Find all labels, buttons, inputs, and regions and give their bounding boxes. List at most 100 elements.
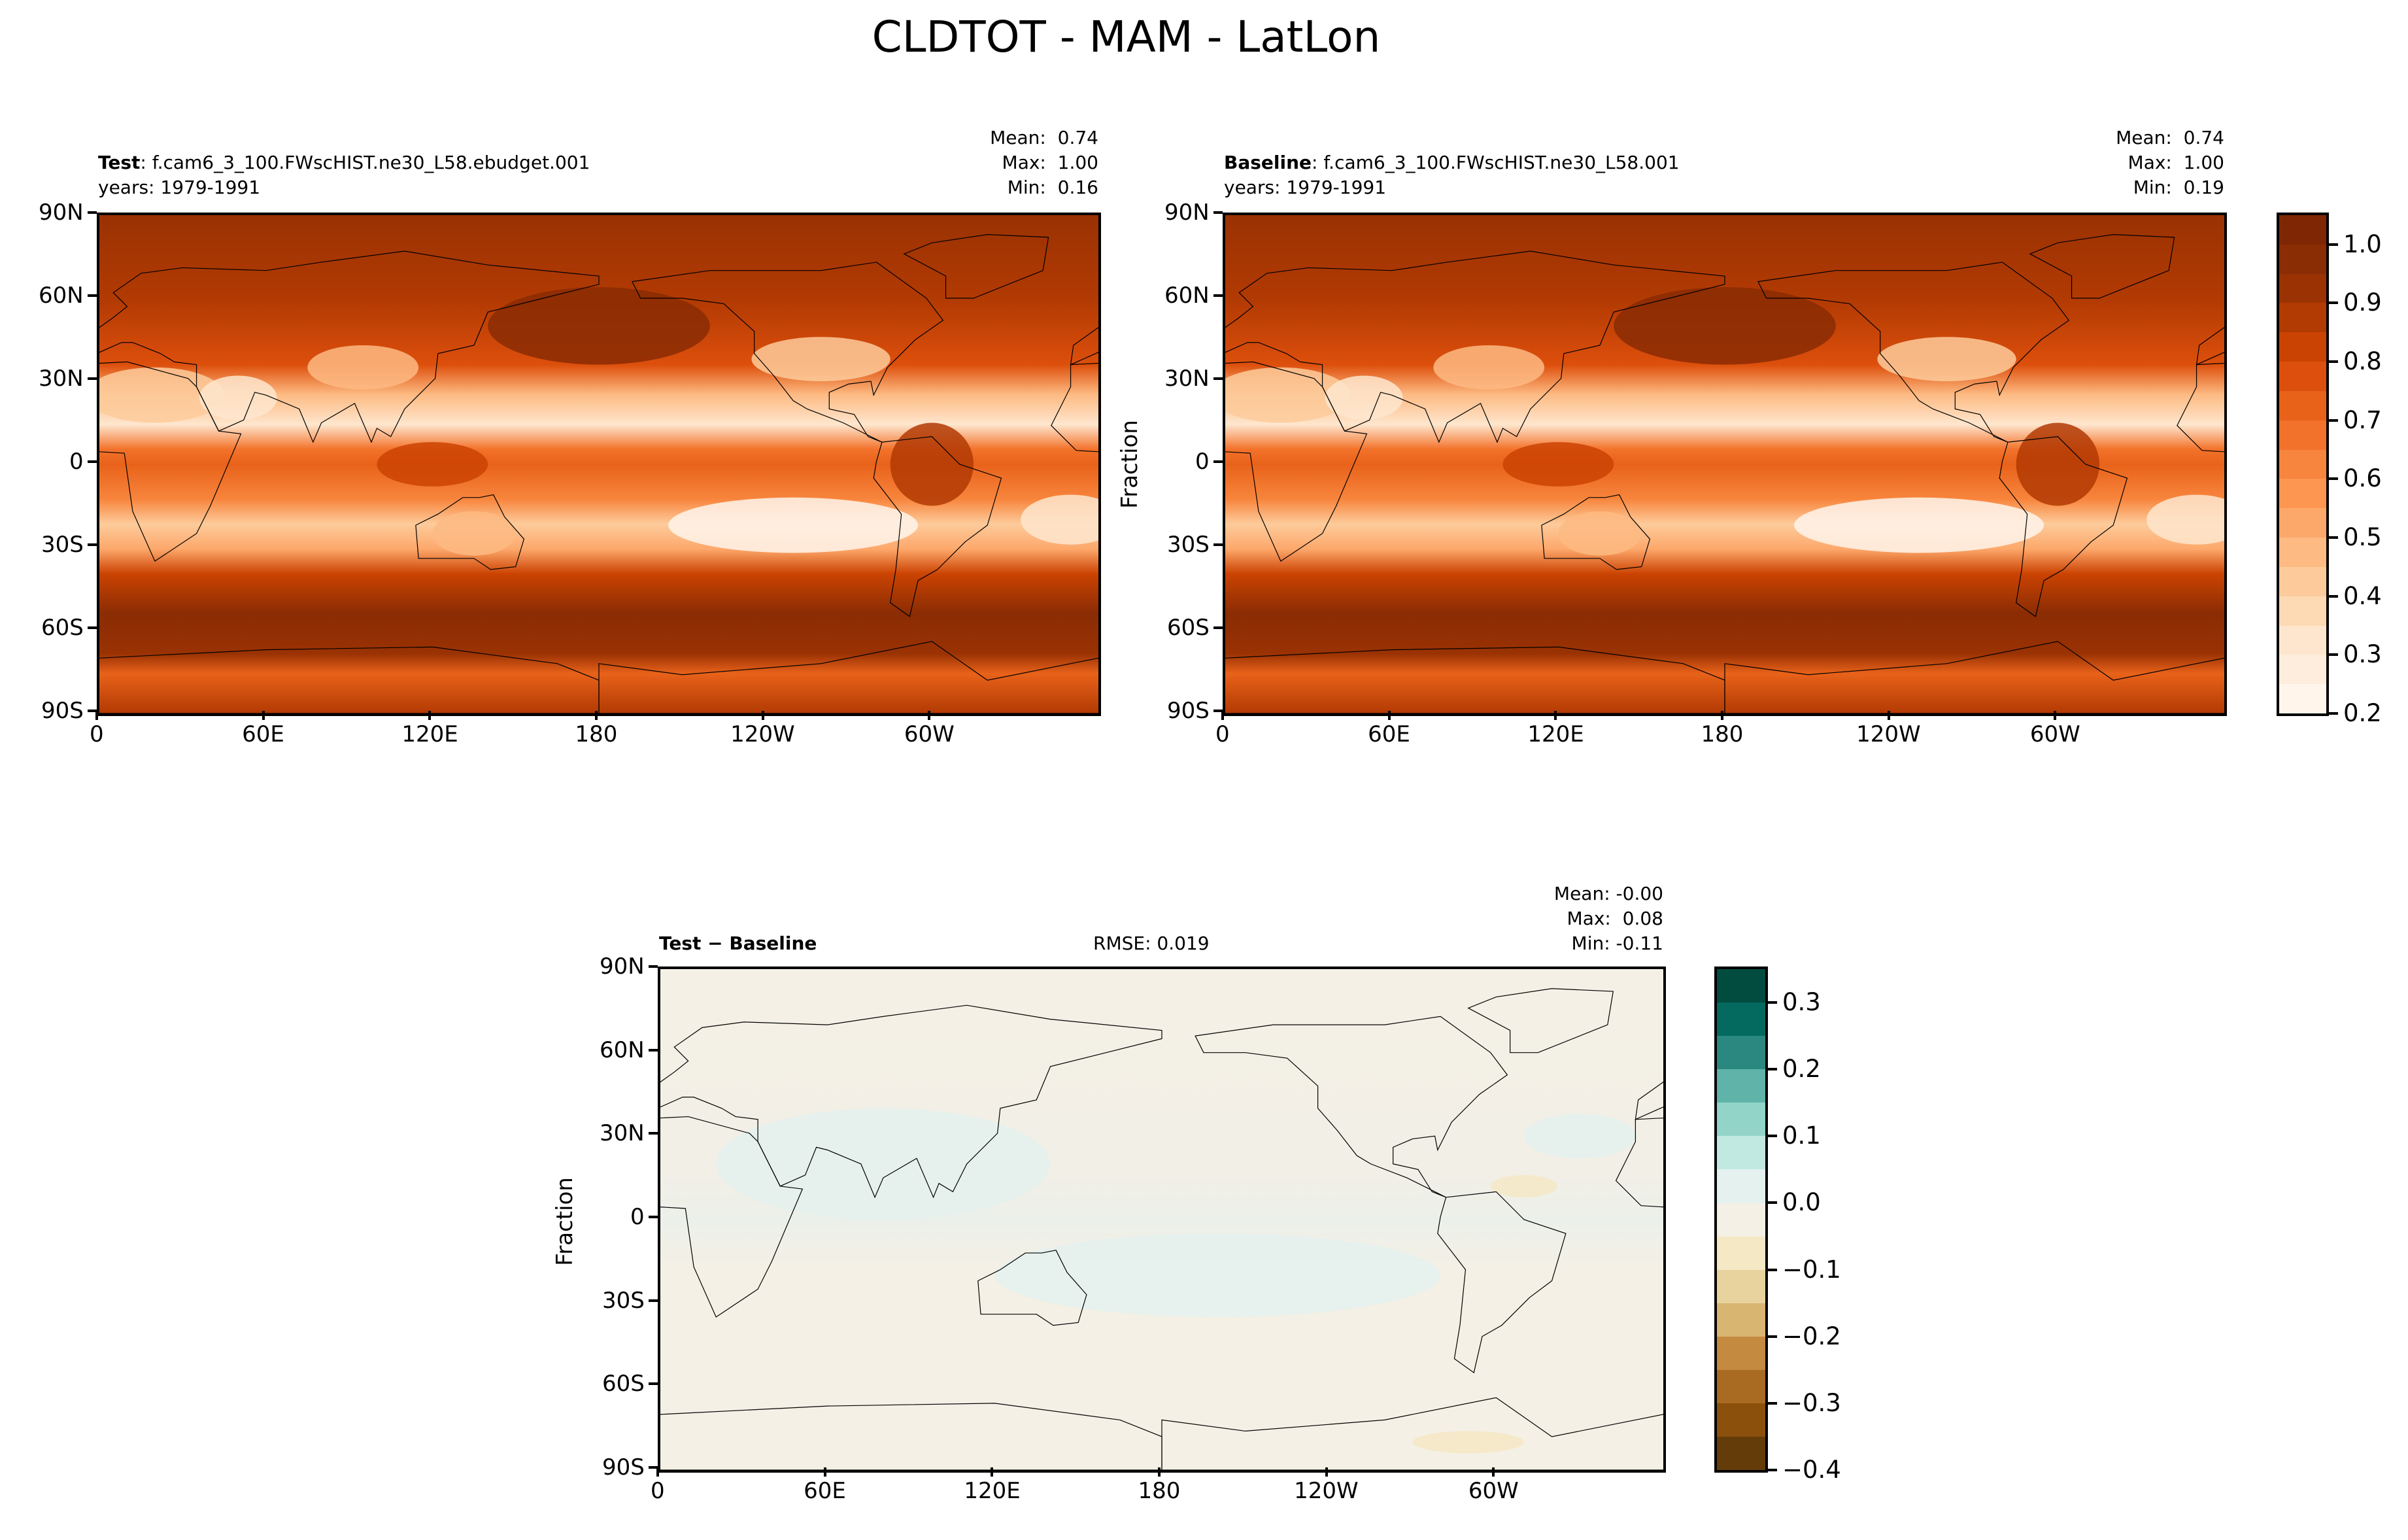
colorbar-tick [2329,419,2338,422]
x-tick [656,1467,659,1477]
colorbar-band [1717,1103,1765,1137]
colorbar-tick [2329,536,2338,539]
colorbar-tick [1768,1335,1777,1338]
field-region [1502,442,1614,487]
baseline-years: years: 1979-1991 [1224,177,1387,198]
colorbar-band [2279,566,2326,596]
field-region [307,345,419,390]
coastline-antarctica [1725,642,2224,713]
test-max: Max: 1.00 [1002,152,1098,173]
colorbar-tick [2329,477,2338,481]
test-mean: Mean: 0.74 [990,127,1098,148]
baseline-max: Max: 1.00 [2128,152,2224,173]
coastline-australia [416,495,524,570]
x-tick-label: 180 [575,721,618,747]
y-tick [1213,377,1223,380]
diff-map-axes: 0 60E 120E 180 120W 60W 90N 60N 30N 0 30S 60S 90S [600,953,1666,1504]
y-tick [649,1132,658,1135]
field-region [1523,1114,1636,1159]
coastline-antarctica [660,1397,1162,1470]
field-region [994,1233,1441,1317]
y-tick [649,965,658,968]
diff-ylabel: Fraction [551,1177,578,1266]
test-stats: Mean: 0.74 Max: 1.00 Min: 0.16 [990,126,1098,200]
colorbar-tick-label: 0.3 [1782,988,1821,1017]
field-region [1490,1174,1558,1197]
x-tick [1158,1467,1161,1477]
y-tick-label: 30N [39,366,84,392]
field-region [1225,367,1350,423]
y-tick-label: 60N [600,1036,645,1063]
baseline-colorbar [2277,213,2329,716]
colorbar-band [1717,1436,1765,1470]
field-region [432,511,516,556]
x-tick-label: 120W [1294,1478,1359,1504]
x-tick [991,1467,994,1477]
colorbar-band [2279,538,2326,567]
colorbar-band [2279,625,2326,655]
y-tick-label: 30S [41,532,84,558]
colorbar-band [2279,362,2326,391]
coastline-namerica [1195,1016,1507,1197]
y-tick-label: 90N [1164,199,1210,226]
y-tick-label: 90N [39,199,84,226]
colorbar-tick-label: −0.4 [1782,1456,1841,1484]
colorbar-tick-label: −0.3 [1782,1388,1841,1417]
field-region [377,442,488,487]
field-region [890,422,974,506]
y-tick-label: 30N [600,1120,645,1147]
diff-colorbar [1714,967,1768,1473]
y-tick-label: 60S [41,615,84,641]
y-tick [88,543,97,546]
colorbar-tick [2329,653,2338,657]
x-tick [761,711,764,720]
x-tick [1387,711,1391,720]
x-tick [1554,711,1557,720]
y-tick-label: 60S [602,1371,645,1397]
colorbar-tick-label: 0.7 [2343,405,2382,434]
y-tick-label: 0 [630,1204,645,1230]
y-tick [88,460,97,463]
y-tick-label: 30S [602,1287,645,1314]
x-tick [95,711,98,720]
colorbar-band [2279,390,2326,420]
coastline-africa [1616,1117,1663,1317]
field-region [2146,494,2224,545]
x-tick-label: 120W [1856,721,1921,747]
x-tick [1721,711,1723,720]
field-region [1794,497,2044,553]
colorbar-band [2279,332,2326,362]
x-tick-label: 120E [401,721,458,747]
y-tick [88,377,97,380]
colorbar-band [1717,1203,1765,1237]
baseline-mean: Mean: 0.74 [2116,127,2224,148]
y-tick [1213,460,1223,463]
coastline-africa [99,362,241,561]
field-region [1558,511,1642,556]
coastline-australia [1542,495,1650,570]
colorbar-tick [2329,243,2338,246]
diff-min: Min: -0.11 [1571,933,1663,954]
diff-max: Max: 0.08 [1567,908,1663,929]
field-region [488,287,710,365]
colorbar-tick-label: 0.1 [1782,1121,1821,1150]
colorbar-band [1717,1269,1765,1303]
x-tick [1221,711,1224,720]
field-region [668,497,919,553]
colorbar-tick-label: 0.2 [2343,699,2382,727]
colorbar-band [2279,214,2326,245]
map-field [99,215,1098,713]
colorbar-band [2279,449,2326,479]
colorbar-tick-label: 0.3 [2343,640,2382,669]
colorbar-tick-label: 0.0 [1782,1188,1821,1217]
colorbar-band [1717,1336,1765,1370]
field-region [99,367,224,423]
colorbar-tick [2329,712,2338,715]
field-region [1021,494,1098,545]
colorbar-tick [2329,594,2338,598]
coastline-africa [2177,362,2224,561]
x-tick-label: 60W [2029,721,2080,747]
x-tick-label: 60W [904,721,955,747]
colorbar-band [2279,479,2326,509]
coastline-antarctica [1162,1397,1663,1470]
